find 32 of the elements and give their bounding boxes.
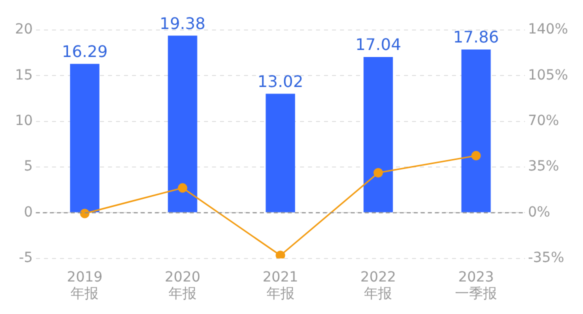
y-tick-label: -5 — [18, 250, 33, 266]
point — [373, 168, 383, 178]
x-tick-label: 2019 年报 — [66, 269, 103, 302]
bar — [70, 64, 100, 212]
data-label: 17.04 — [355, 35, 402, 54]
y2-tick-label: 70% — [528, 113, 560, 129]
bar — [461, 50, 491, 212]
y2-tick-label: 140% — [528, 22, 568, 38]
x-tick-label: 2020 年报 — [164, 269, 200, 302]
point — [178, 183, 188, 193]
data-label: 17.86 — [453, 28, 499, 47]
x-tick-label: 2021 年报 — [262, 269, 298, 302]
x-tick-label: 2022 年报 — [360, 269, 396, 302]
point — [276, 250, 286, 258]
bar — [364, 57, 393, 212]
point — [80, 208, 90, 218]
data-label: 13.02 — [257, 72, 304, 91]
point — [471, 150, 481, 160]
y2-tick-label: 0% — [528, 204, 550, 220]
y-tick-label: 0 — [24, 204, 33, 220]
x-tick-label: 2023 一季报 — [455, 269, 498, 302]
y-tick-label: 5 — [24, 158, 33, 175]
y-tick-label: 15 — [14, 67, 33, 84]
bar — [168, 36, 198, 212]
data-label: 16.29 — [62, 42, 108, 62]
bar — [266, 94, 296, 212]
y2-tick-label: -35% — [528, 250, 564, 266]
y-tick-label: 10 — [14, 113, 33, 129]
y-tick-label: 20 — [14, 22, 33, 38]
y2-tick-label: 105% — [528, 67, 568, 84]
data-label: 19.38 — [160, 14, 206, 33]
y2-tick-label: 35% — [528, 158, 560, 175]
